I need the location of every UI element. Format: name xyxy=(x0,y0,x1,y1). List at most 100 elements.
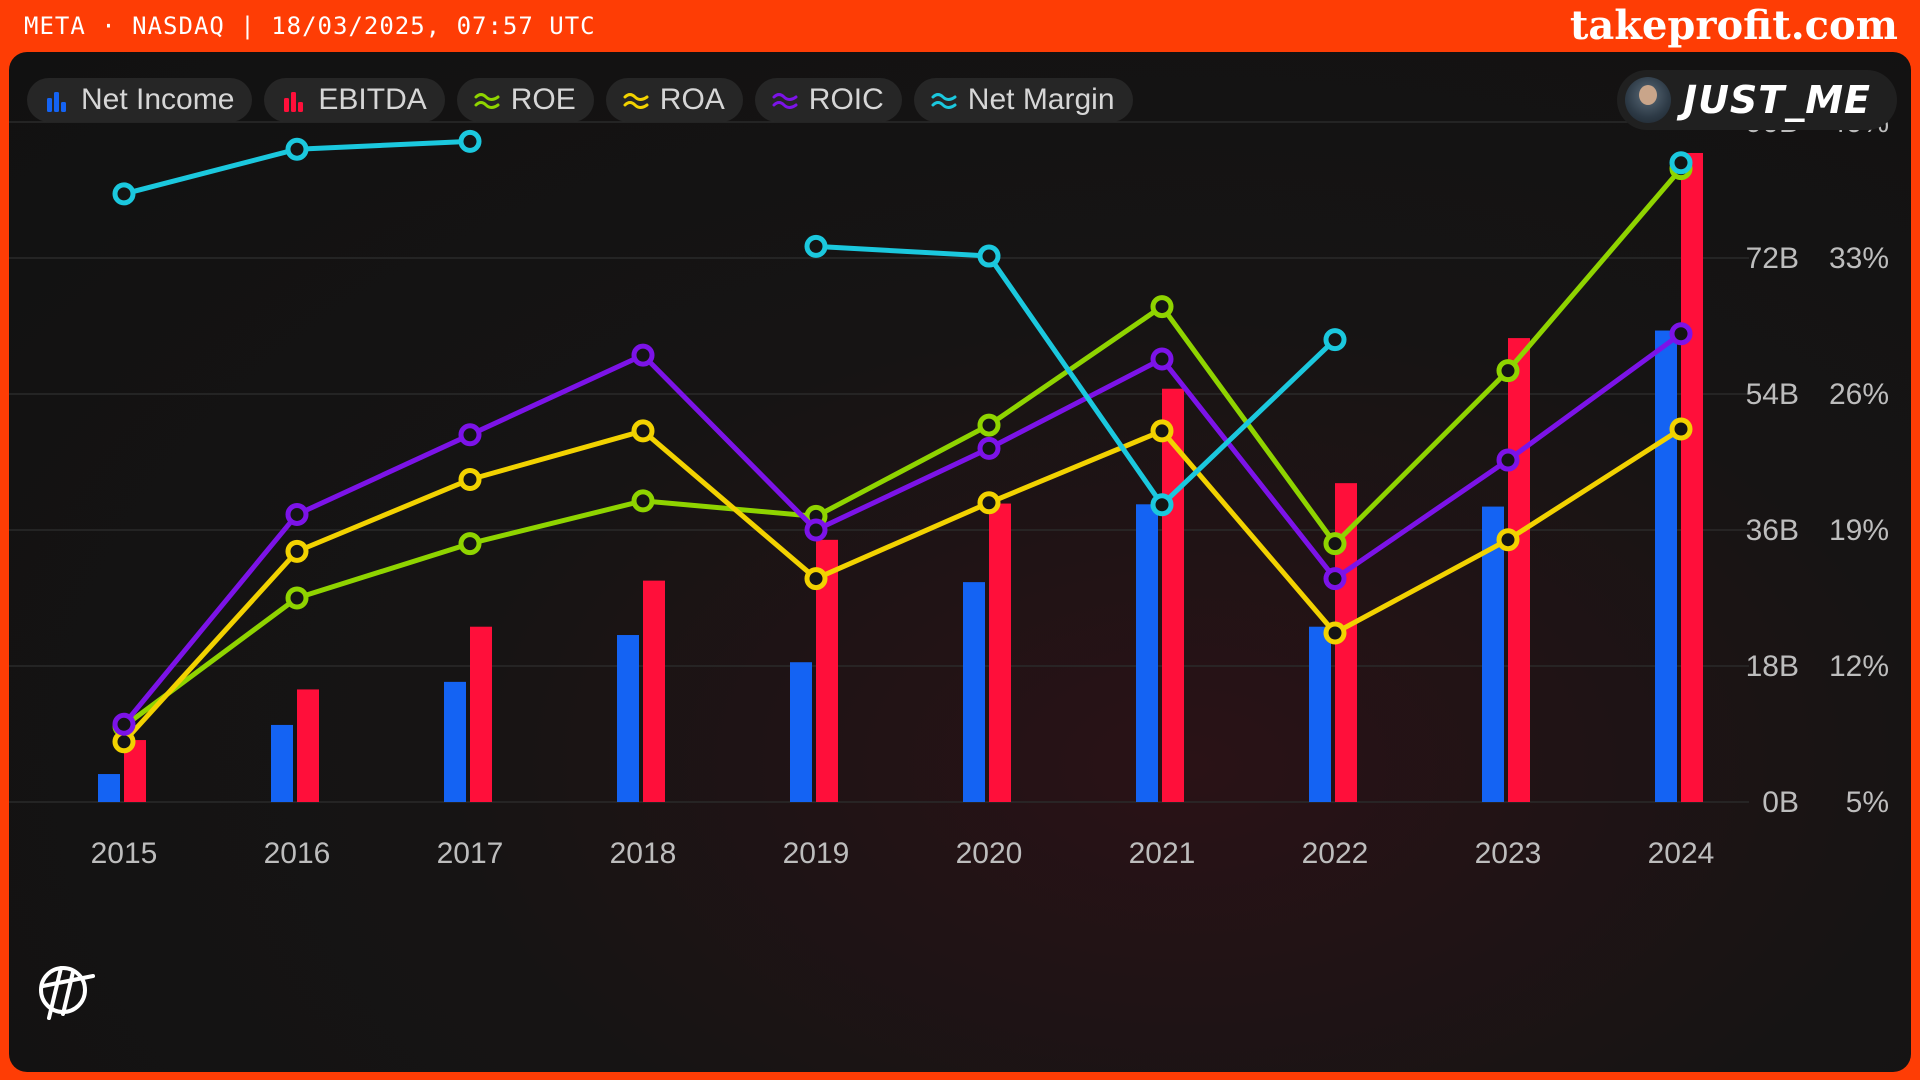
point-roic xyxy=(1150,347,1174,371)
line-roic xyxy=(121,331,1684,727)
point-roa xyxy=(804,567,828,591)
bar-ebitda xyxy=(643,580,665,802)
point-roic xyxy=(804,518,828,542)
point-net-margin xyxy=(1669,151,1693,175)
point-net-margin xyxy=(1150,493,1174,517)
point-roe xyxy=(1496,359,1520,383)
top-bar: META · NASDAQ | 18/03/2025, 07:57 UTC ta… xyxy=(0,0,1920,52)
point-roe xyxy=(458,532,482,556)
x-axis-tick-label: 2017 xyxy=(437,837,504,870)
x-axis-tick-label: 2021 xyxy=(1129,837,1196,870)
bar-net-income xyxy=(790,662,812,802)
point-roe xyxy=(285,586,309,610)
wave-icon xyxy=(474,93,500,109)
legend-item-net-income[interactable]: Net Income xyxy=(27,78,253,122)
right-axis-tick-label: 19% xyxy=(1829,514,1889,547)
left-axis-tick-label: 0B xyxy=(1762,786,1799,819)
point-net-margin xyxy=(458,129,482,153)
point-roic xyxy=(112,712,136,736)
bar-net-income xyxy=(1482,506,1504,802)
legend-label: ROE xyxy=(510,83,576,116)
user-badge[interactable]: JUST_ME xyxy=(1616,70,1897,130)
right-axis-tick-label: 33% xyxy=(1829,242,1889,275)
x-axis-tick-label: 2024 xyxy=(1648,837,1715,870)
point-roic xyxy=(977,436,1001,460)
symbol-exchange-timestamp: META · NASDAQ | 18/03/2025, 07:57 UTC xyxy=(24,12,596,40)
point-roic xyxy=(1669,322,1693,346)
user-avatar-icon xyxy=(1624,77,1671,123)
line-roe xyxy=(121,166,1684,729)
legend-item-roic[interactable]: ROIC xyxy=(754,78,902,122)
bar-ebitda xyxy=(816,539,838,802)
point-roic xyxy=(458,423,482,447)
legend-item-roe[interactable]: ROE xyxy=(456,78,594,122)
left-axis-tick-label: 36B xyxy=(1746,514,1799,547)
point-roa xyxy=(1150,419,1174,443)
bar-net-income xyxy=(617,635,639,802)
username: JUST_ME xyxy=(1682,78,1871,122)
point-net-margin xyxy=(112,182,136,206)
bar-net-income xyxy=(1655,330,1677,802)
legend-item-roa[interactable]: ROA xyxy=(605,78,743,122)
x-axis-tick-label: 2023 xyxy=(1475,837,1542,870)
point-net-margin xyxy=(1323,328,1347,352)
right-axis-tick-label: 5% xyxy=(1846,786,1889,819)
x-axis-tick-label: 2019 xyxy=(783,837,850,870)
point-roa xyxy=(977,491,1001,515)
point-roic xyxy=(285,502,309,526)
x-axis-tick-label: 2020 xyxy=(956,837,1023,870)
wave-icon xyxy=(623,93,649,109)
bar-ebitda xyxy=(1508,338,1530,802)
chart-canvas: 0B5%18B12%36B19%54B26%72B33%90B40%201520… xyxy=(9,106,1889,870)
takeprofit-logo-icon xyxy=(39,966,95,1020)
point-roa xyxy=(285,539,309,563)
legend-item-net-margin[interactable]: Net Margin xyxy=(913,78,1133,122)
point-roic xyxy=(631,343,655,367)
legend-label: ROA xyxy=(659,83,725,116)
point-net-margin xyxy=(285,137,309,161)
bar-chart-icon xyxy=(284,92,304,112)
x-axis-tick-label: 2016 xyxy=(264,837,331,870)
wave-icon xyxy=(931,93,957,109)
legend-label: Net Income xyxy=(81,83,235,116)
point-roic xyxy=(1323,567,1347,591)
bar-net-income xyxy=(963,582,985,802)
point-roa xyxy=(1496,528,1520,552)
point-roe xyxy=(977,413,1001,437)
legend-item-ebitda[interactable]: EBITDA xyxy=(264,78,445,122)
point-roa xyxy=(458,467,482,491)
point-roic xyxy=(1496,448,1520,472)
x-axis-tick-label: 2022 xyxy=(1302,837,1369,870)
bar-net-income xyxy=(98,774,120,802)
line-roa xyxy=(121,426,1684,745)
bar-ebitda xyxy=(1335,483,1357,802)
bar-ebitda xyxy=(1681,152,1703,802)
brand-name[interactable]: takeprofit.com xyxy=(1569,2,1898,49)
left-axis-tick-label: 72B xyxy=(1746,242,1799,275)
point-roe xyxy=(631,489,655,513)
point-roa xyxy=(1323,621,1347,645)
point-roa xyxy=(631,419,655,443)
point-roe xyxy=(1150,295,1174,319)
legend: Net Income EBITDA ROE ROA ROIC Net Margin xyxy=(27,78,1133,122)
right-axis-tick-label: 12% xyxy=(1829,650,1889,683)
chart-panel: 0B5%18B12%36B19%54B26%72B33%90B40%201520… xyxy=(9,52,1911,1072)
legend-label: ROIC xyxy=(808,83,884,116)
bar-ebitda xyxy=(297,689,319,802)
point-net-margin xyxy=(804,234,828,258)
left-axis-tick-label: 54B xyxy=(1746,378,1799,411)
point-roe xyxy=(1323,532,1347,556)
legend-label: EBITDA xyxy=(318,83,427,116)
line-net-margin xyxy=(813,243,1338,508)
x-axis-tick-label: 2018 xyxy=(610,837,677,870)
wave-icon xyxy=(772,93,798,109)
legend-label: Net Margin xyxy=(967,83,1115,116)
bar-ebitda xyxy=(124,740,146,802)
bar-ebitda xyxy=(470,626,492,802)
left-axis-tick-label: 18B xyxy=(1746,650,1799,683)
bar-chart-icon xyxy=(47,92,66,112)
point-net-margin xyxy=(977,244,1001,268)
bar-net-income xyxy=(1136,504,1158,802)
bar-net-income xyxy=(444,681,466,802)
x-axis-tick-label: 2015 xyxy=(91,837,158,870)
